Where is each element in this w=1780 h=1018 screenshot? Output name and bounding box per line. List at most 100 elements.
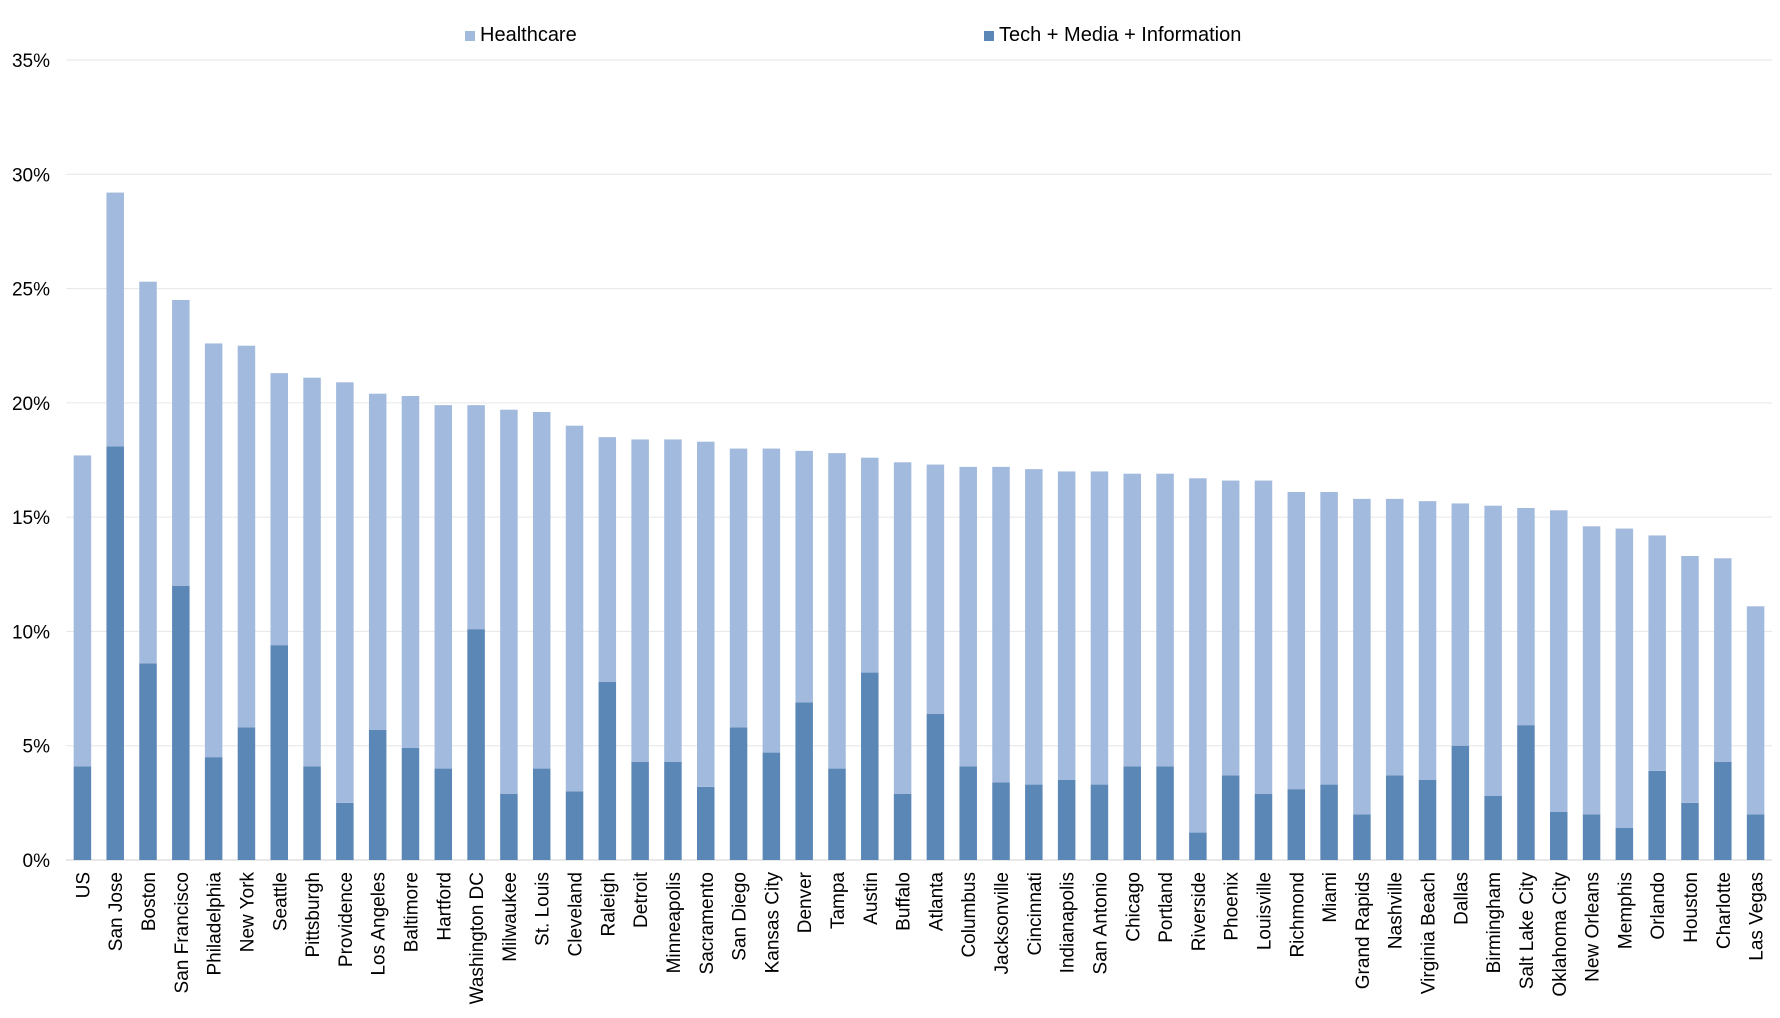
x-tick-label: Virginia Beach (1419, 872, 1440, 994)
x-tick-label: Kansas City (762, 872, 783, 974)
bar-segment-healthcare (1418, 501, 1437, 780)
bar-segment-tech (1025, 784, 1043, 860)
x-tick-label: Indianapolis (1058, 872, 1079, 973)
bar-segment-healthcare (1550, 510, 1568, 812)
bar-segment-tech (500, 793, 518, 860)
bar-segment-tech (1057, 780, 1076, 860)
y-tick-label: 5% (23, 737, 51, 758)
bar-segment-tech (1451, 745, 1470, 860)
bar-segment-tech (1090, 784, 1109, 860)
bar-segment-healthcare (1648, 535, 1666, 771)
x-tick-label: Tampa (828, 872, 849, 929)
bar-segment-tech (631, 761, 649, 860)
bar-segment-tech (368, 729, 387, 860)
bar-segment-healthcare (1123, 473, 1141, 767)
bar-segment-healthcare (401, 396, 420, 748)
bar-segment-tech (893, 793, 912, 860)
bar-segment-tech (467, 629, 485, 860)
x-tick-label: Denver (795, 871, 816, 933)
bar-segment-healthcare (1057, 471, 1076, 780)
x-axis: US San Jose Boston San Francisco Philadelphi… (73, 871, 1767, 1004)
bar-segment-tech (73, 766, 92, 860)
x-tick-label: Birmingham (1484, 872, 1505, 973)
bar-segment-tech (172, 585, 190, 860)
bar-segment-healthcare (1254, 480, 1273, 794)
x-tick-label: Buffalo (894, 872, 915, 931)
x-tick-label: Oklahoma City (1550, 872, 1571, 997)
bar-segment-tech (106, 446, 124, 860)
bar-segment-tech (401, 748, 420, 860)
bar-segment-healthcare (828, 453, 846, 769)
bar-segment-tech (270, 645, 288, 860)
bar-segment-healthcare (664, 439, 682, 762)
legend-swatch-healthcare (465, 31, 475, 41)
x-tick-label: US (73, 872, 94, 898)
bar-segment-healthcare (1189, 478, 1207, 833)
bar-segment-healthcare (204, 343, 223, 758)
y-tick-label: 20% (12, 394, 50, 415)
x-tick-label: Boston (139, 872, 160, 931)
bar-segment-healthcare (1582, 526, 1601, 815)
x-tick-label: Providence (336, 872, 357, 967)
y-tick-label: 35% (12, 51, 50, 72)
bar-segment-healthcare (1615, 528, 1634, 828)
bar-segment-tech (926, 713, 945, 860)
x-tick-label: Detroit (631, 871, 652, 928)
bar-segment-tech (139, 663, 157, 860)
x-tick-label: Atlanta (926, 872, 947, 932)
bar-segment-tech (1517, 725, 1535, 860)
bar-segment-tech (762, 752, 781, 860)
x-tick-label: New York (237, 872, 258, 953)
x-tick-label: Baltimore (401, 872, 422, 952)
bar-segment-tech (1714, 761, 1732, 860)
bar-segment-healthcare (368, 393, 387, 730)
legend-label-tech: Tech + Media + Information (999, 24, 1241, 46)
bar-segment-tech (598, 681, 617, 860)
bar-segment-healthcare (598, 437, 617, 682)
bar-segment-tech (1254, 793, 1273, 860)
bar-segment-tech (237, 727, 256, 860)
bar-segment-healthcare (631, 439, 649, 762)
x-tick-label: Salt Lake City (1517, 872, 1538, 990)
x-tick-label: Phoenix (1222, 872, 1243, 941)
bar-segment-healthcare (1090, 471, 1109, 785)
x-tick-label: Memphis (1615, 872, 1636, 949)
bar-segment-tech (729, 727, 748, 860)
bar-segment-tech (204, 757, 223, 860)
bar-segment-healthcare (697, 441, 715, 787)
bar-segment-healthcare (1353, 498, 1371, 815)
bar-segment-healthcare (1221, 480, 1240, 776)
bar-segment-tech (1189, 832, 1207, 860)
bar-segment-tech (303, 766, 321, 860)
x-tick-label: Austin (861, 872, 882, 925)
y-tick-label: 10% (12, 622, 50, 643)
bar-segment-tech (1484, 796, 1502, 860)
bar-segment-tech (959, 766, 977, 860)
gridlines (66, 59, 1772, 861)
bar-segment-tech (434, 768, 453, 860)
bar-segment-tech (861, 672, 879, 860)
x-tick-label: Miami (1320, 872, 1341, 923)
bar-segment-healthcare (893, 462, 912, 794)
x-tick-label: Charlotte (1714, 872, 1735, 949)
x-tick-label: Richmond (1287, 872, 1308, 958)
bar-segment-healthcare (1484, 505, 1502, 796)
x-tick-label: San Diego (730, 872, 751, 961)
x-tick-label: Los Angeles (369, 872, 390, 976)
x-tick-label: Chicago (1123, 872, 1144, 942)
bar-segment-healthcare (565, 425, 584, 792)
bar-segment-healthcare (729, 448, 748, 728)
bar-segment-healthcare (172, 300, 190, 586)
bar-segment-healthcare (106, 192, 124, 447)
bar-segment-tech (697, 786, 715, 860)
x-tick-label: Cleveland (566, 872, 587, 957)
x-tick-label: Portland (1156, 872, 1177, 943)
x-tick-label: Minneapolis (664, 872, 685, 973)
bar-segment-tech (1746, 814, 1765, 860)
x-tick-label: Columbus (959, 872, 980, 958)
x-tick-label: Orlando (1648, 872, 1669, 940)
bar-segment-tech (1648, 770, 1666, 860)
bar-segment-tech (1320, 784, 1338, 860)
bar-segment-tech (1123, 766, 1141, 860)
bar-segment-healthcare (237, 345, 256, 728)
